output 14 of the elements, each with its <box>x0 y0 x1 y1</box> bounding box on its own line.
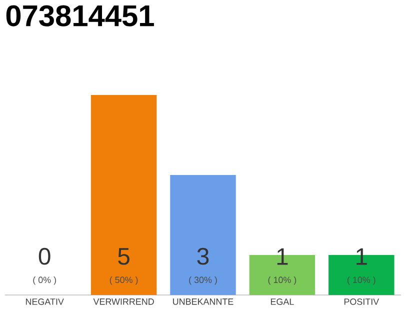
annotation: ( 50% ) <box>110 276 138 285</box>
annotation: ( 10% ) <box>348 276 376 285</box>
x-tick-label: VERWIRREND <box>93 298 154 305</box>
annotation: ( 0% ) <box>33 276 56 285</box>
data-label: 0 <box>38 248 50 265</box>
chart-title: 073814451 <box>6 5 154 26</box>
x-tick-label: POSITIV <box>344 298 380 305</box>
x-tick-label: NEGATIV <box>26 298 64 305</box>
data-label: 3 <box>197 248 209 265</box>
annotation: ( 30% ) <box>189 276 217 285</box>
data-label: 5 <box>118 248 130 265</box>
x-tick-label: UNBEKANNTE <box>173 298 234 305</box>
x-tick-label: EGAL <box>270 298 294 305</box>
annotation: ( 10% ) <box>268 276 296 285</box>
